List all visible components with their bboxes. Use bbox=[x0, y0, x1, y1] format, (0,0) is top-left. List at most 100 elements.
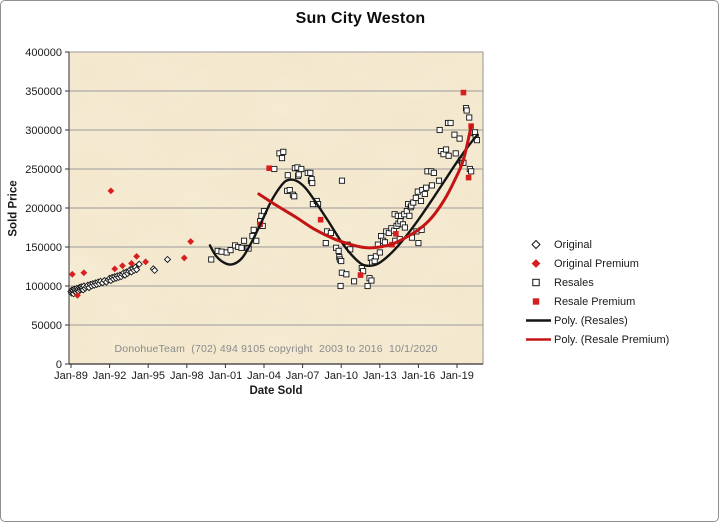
legend-item: Resale Premium bbox=[525, 292, 669, 311]
data-point bbox=[295, 171, 302, 178]
data-point bbox=[401, 224, 408, 231]
legend-marker-filled-square bbox=[532, 298, 540, 305]
x-tick-label: Jan-92 bbox=[93, 370, 127, 382]
legend-item-label: Poly. (Resale Premium) bbox=[554, 333, 670, 346]
data-point bbox=[250, 226, 257, 233]
poly-trendline bbox=[257, 124, 473, 250]
data-point bbox=[271, 165, 278, 173]
data-point bbox=[412, 194, 419, 201]
y-axis-title: Sold Price bbox=[7, 180, 20, 237]
legend-item-label: Original bbox=[554, 238, 592, 251]
data-point bbox=[107, 187, 115, 195]
legend: Original Original Premium Resales Resale Pr… bbox=[525, 235, 669, 349]
data-point bbox=[291, 193, 298, 200]
data-point bbox=[80, 269, 88, 277]
legend-item-label: Resale Premium bbox=[554, 295, 636, 308]
legend-item-label: Poly. (Resales) bbox=[554, 314, 628, 327]
data-point bbox=[74, 291, 81, 299]
data-point bbox=[128, 259, 135, 267]
data-point bbox=[338, 257, 345, 265]
x-tick-label: Jan-89 bbox=[54, 370, 88, 382]
data-point bbox=[142, 258, 150, 266]
data-point bbox=[150, 266, 159, 275]
x-tick-label: Jan-16 bbox=[402, 370, 436, 382]
data-point bbox=[456, 135, 463, 142]
data-point bbox=[327, 229, 334, 237]
data-point bbox=[466, 114, 473, 121]
data-point bbox=[322, 240, 329, 247]
data-point bbox=[208, 256, 215, 263]
data-point bbox=[68, 270, 76, 278]
legend-marker-line bbox=[526, 338, 551, 341]
legend-marker-open-diamond bbox=[531, 239, 541, 250]
poly-trendline bbox=[208, 133, 479, 268]
x-tick-label: Jan-01 bbox=[209, 370, 243, 382]
data-point bbox=[241, 237, 248, 244]
data-point bbox=[406, 212, 413, 219]
data-point bbox=[280, 148, 287, 155]
data-point bbox=[465, 174, 472, 181]
legend-item-label: Resales bbox=[554, 276, 594, 289]
data-point bbox=[187, 238, 195, 245]
data-point bbox=[343, 271, 350, 278]
data-point bbox=[415, 240, 422, 247]
data-point bbox=[119, 262, 126, 270]
data-point bbox=[421, 190, 428, 198]
legend-item: Poly. (Resale Premium) bbox=[525, 330, 669, 349]
data-point bbox=[227, 247, 234, 254]
x-tick-label: Jan-98 bbox=[170, 370, 204, 382]
legend-item: Poly. (Resales) bbox=[525, 311, 669, 330]
legend-marker-filled-diamond bbox=[531, 259, 541, 268]
data-point bbox=[447, 119, 454, 127]
data-point bbox=[423, 184, 430, 191]
data-point bbox=[278, 155, 286, 162]
x-tick-label: Jan-13 bbox=[363, 370, 397, 382]
x-tick-label: Jan-10 bbox=[324, 370, 358, 382]
y-tick-label: 50000 bbox=[31, 320, 62, 332]
data-point bbox=[266, 165, 272, 172]
data-point bbox=[357, 272, 364, 278]
data-point bbox=[309, 179, 316, 187]
y-tick-label: 0 bbox=[56, 359, 62, 371]
data-point bbox=[468, 168, 475, 175]
data-point bbox=[393, 230, 399, 237]
data-point bbox=[364, 282, 371, 290]
data-point bbox=[337, 282, 344, 290]
data-point bbox=[135, 260, 143, 268]
data-point bbox=[436, 126, 443, 134]
data-point bbox=[111, 265, 119, 273]
data-point bbox=[317, 216, 324, 223]
data-point bbox=[132, 265, 141, 274]
data-point bbox=[430, 169, 437, 176]
data-point bbox=[218, 248, 225, 255]
x-axis-title: Date Sold bbox=[249, 385, 303, 397]
y-tick-label: 250000 bbox=[25, 164, 62, 176]
x-tick-label: Jan-19 bbox=[440, 370, 474, 382]
data-point bbox=[428, 182, 435, 189]
legend-item: Resales bbox=[525, 273, 669, 292]
data-point bbox=[338, 177, 346, 184]
data-point bbox=[238, 244, 245, 251]
y-tick-label: 100000 bbox=[25, 281, 62, 293]
legend-marker-line bbox=[526, 319, 551, 322]
chart-title: Sun City Weston bbox=[295, 10, 426, 27]
data-point bbox=[351, 278, 358, 285]
data-point bbox=[417, 197, 425, 205]
legend-marker-open-square bbox=[532, 278, 540, 287]
x-tick-label: Jan-95 bbox=[131, 370, 165, 382]
y-tick-label: 400000 bbox=[25, 47, 62, 59]
y-tick-label: 150000 bbox=[25, 242, 62, 254]
data-point bbox=[443, 146, 450, 153]
watermark-text: DonohueTeam (702) 494 9105 copyright 200… bbox=[114, 343, 438, 355]
legend-item: Original Premium bbox=[525, 254, 669, 273]
data-point bbox=[335, 247, 342, 254]
data-point bbox=[463, 107, 470, 114]
data-point bbox=[133, 252, 141, 260]
data-point bbox=[286, 187, 293, 194]
y-tick-label: 300000 bbox=[25, 125, 62, 137]
x-tick-label: Jan-04 bbox=[247, 370, 281, 382]
legend-item-label: Original Premium bbox=[554, 257, 639, 270]
data-point bbox=[452, 150, 459, 157]
data-point bbox=[298, 165, 305, 173]
